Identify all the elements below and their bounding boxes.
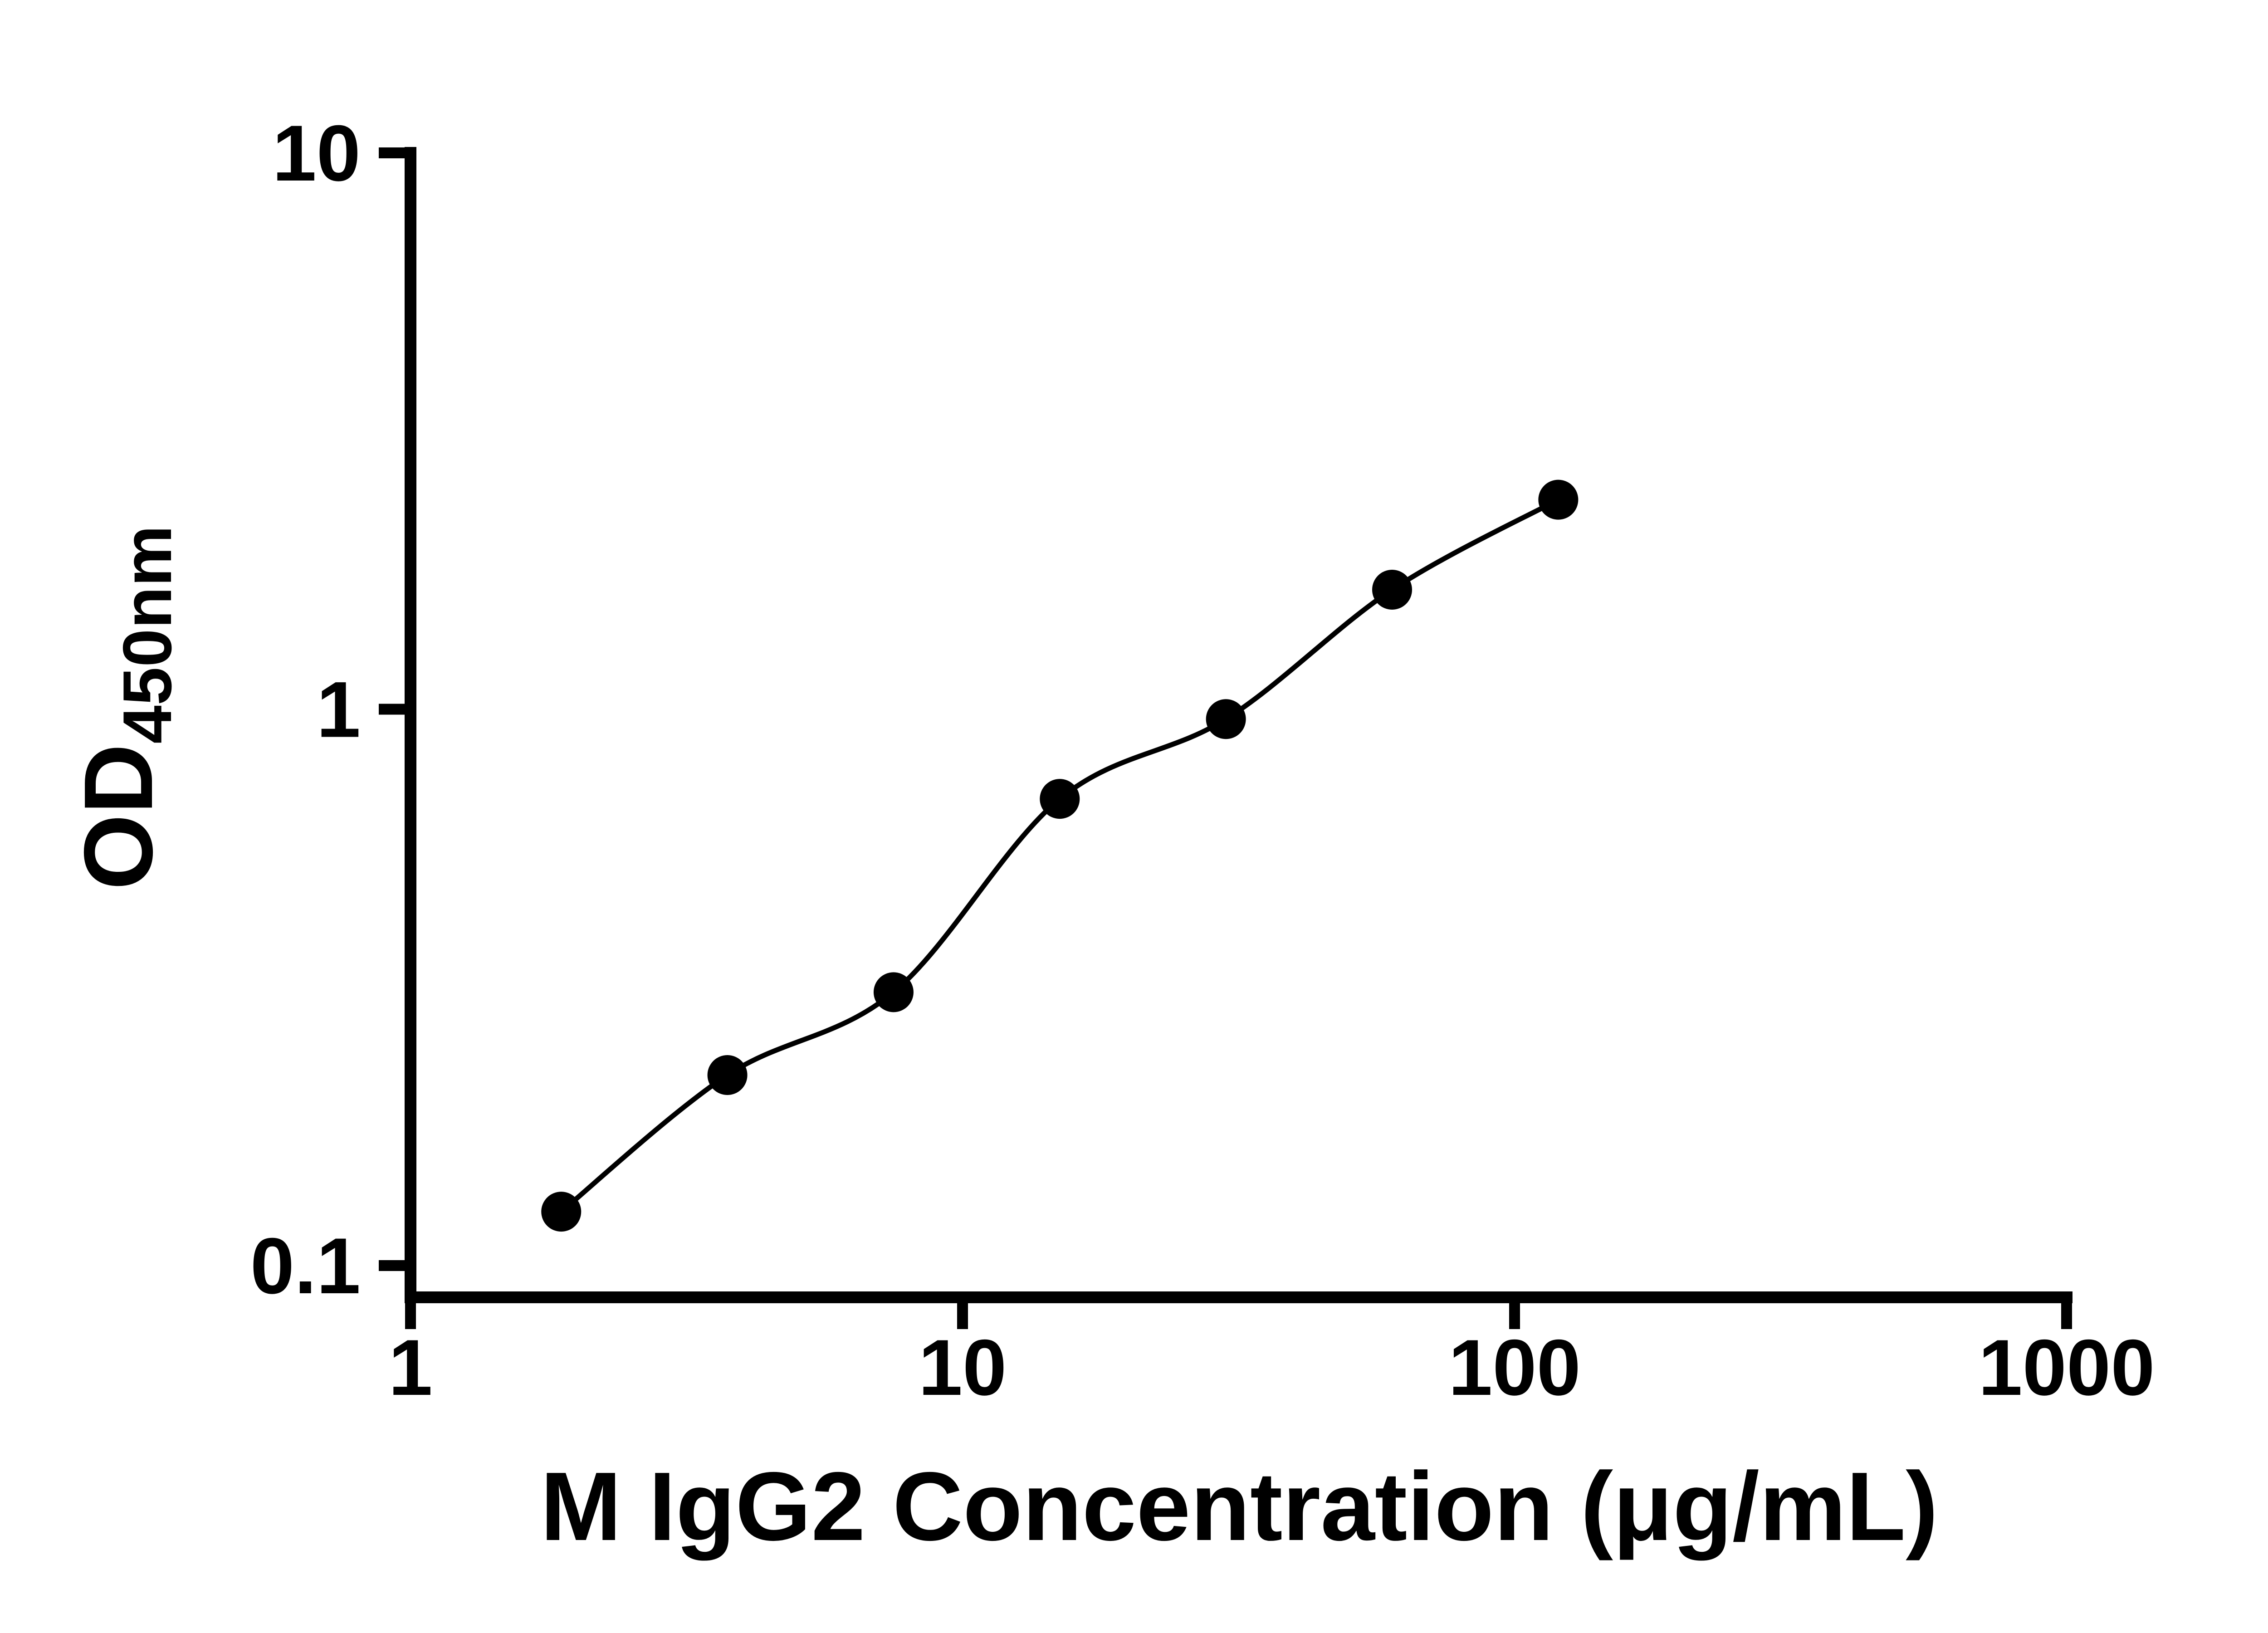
data-point-marker: [541, 1192, 582, 1232]
data-point-marker: [1538, 479, 1579, 520]
data-points: [541, 479, 1579, 1232]
x-axis-tick-label: 100: [1448, 1324, 1581, 1412]
fit-curve: [558, 497, 1561, 1214]
axis-ticks: [379, 147, 2072, 1329]
data-point-marker: [1372, 569, 1413, 610]
data-point-marker: [1206, 699, 1246, 739]
data-point-marker: [1040, 779, 1080, 819]
axis-titles: M IgG2 Concentration (μg/mL) OD450nm: [64, 525, 1938, 1561]
y-axis-tick-label: 10: [272, 109, 361, 198]
x-axis-tick-label: 1: [388, 1324, 432, 1412]
x-axis-tick-label: 10: [919, 1324, 1007, 1412]
x-axis-title: M IgG2 Concentration (μg/mL): [540, 1452, 1938, 1561]
y-axis-tick-label: 0.1: [250, 1222, 361, 1310]
y-axis-tick-label: 1: [317, 666, 361, 754]
data-point-marker: [873, 972, 914, 1012]
data-point-marker: [707, 1055, 748, 1095]
y-axis-title: OD450nm: [64, 525, 186, 890]
y-axis-title-main: OD: [64, 744, 173, 890]
y-axis-title-subscript: 450nm: [109, 525, 186, 744]
x-axis-tick-label: 1000: [1978, 1324, 2155, 1412]
fit-curve-path: [558, 497, 1561, 1214]
axis-tick-labels: 0.1 1 10 1 10 100 1000: [250, 109, 2155, 1412]
